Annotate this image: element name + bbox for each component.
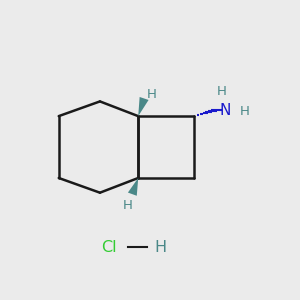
Text: N: N [219,103,231,118]
Text: Cl: Cl [101,240,117,255]
Text: H: H [123,200,133,212]
Text: H: H [217,85,227,98]
Polygon shape [128,178,138,196]
Text: H: H [154,240,167,255]
Polygon shape [138,97,148,116]
Text: H: H [239,105,249,118]
Text: H: H [146,88,156,100]
